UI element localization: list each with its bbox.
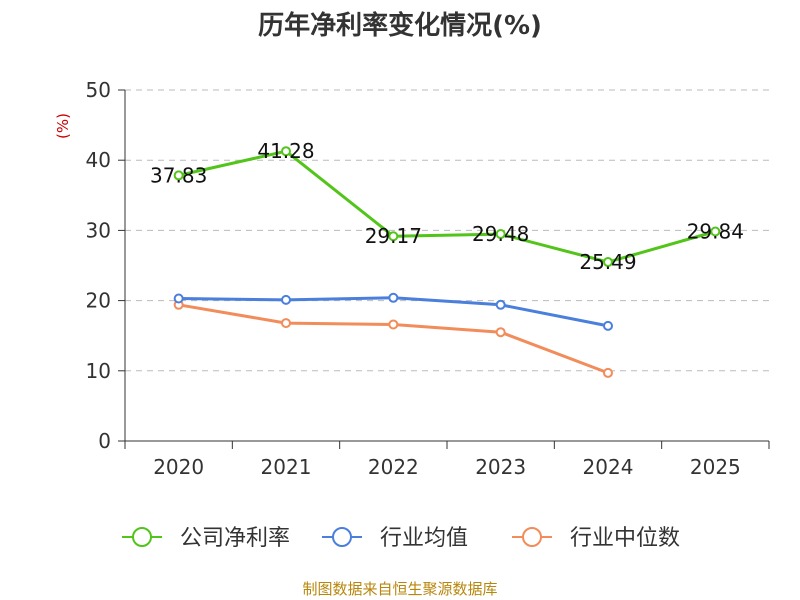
data-point[interactable]	[603, 257, 613, 268]
data-point[interactable]	[388, 292, 399, 303]
data-label: 37.83	[150, 163, 207, 187]
data-label: 25.49	[579, 250, 636, 274]
data-point[interactable]	[281, 318, 291, 329]
data-point[interactable]	[388, 319, 399, 330]
y-tick-label: 50	[86, 78, 111, 102]
legend-item[interactable]: 公司净利率	[122, 526, 290, 551]
data-point[interactable]	[281, 146, 291, 157]
data-label: 41.28	[257, 139, 314, 163]
data-label: 29.48	[472, 222, 529, 246]
data-point[interactable]	[173, 293, 184, 304]
legend-swatch-marker	[132, 527, 152, 547]
chart-title: 历年净利率变化情况(%)	[258, 10, 542, 41]
data-point[interactable]	[495, 229, 506, 240]
legend-label: 公司净利率	[180, 526, 290, 551]
data-point[interactable]	[710, 226, 721, 237]
x-tick-label: 2023	[475, 455, 526, 479]
series-group	[173, 299, 613, 378]
y-tick-label: 40	[86, 148, 111, 172]
x-tick-label: 2021	[261, 455, 312, 479]
series-layer	[173, 146, 721, 378]
legend-item[interactable]: 行业中位数	[512, 526, 680, 551]
source-note: 制图数据来自恒生聚源数据库	[302, 580, 497, 598]
y-tick-label: 10	[86, 359, 111, 383]
series-line	[178, 149, 716, 264]
legend-label: 行业中位数	[570, 526, 680, 551]
data-point[interactable]	[281, 294, 291, 305]
data-point[interactable]	[495, 299, 506, 310]
x-tick-label: 2025	[690, 455, 741, 479]
series-line	[178, 303, 609, 375]
y-tick-label: 0	[98, 429, 111, 453]
y-tick-label: 30	[86, 218, 111, 242]
data-point[interactable]	[603, 320, 613, 331]
legend-swatch-marker	[332, 527, 352, 547]
x-tick-label: 2022	[368, 455, 419, 479]
data-label: 29.17	[365, 224, 422, 248]
data-point[interactable]	[173, 170, 184, 181]
legend-item[interactable]: 行业均值	[322, 526, 468, 551]
legend-swatch-marker	[522, 527, 542, 547]
data-point[interactable]	[388, 231, 399, 242]
data-point[interactable]	[495, 327, 506, 338]
axes: 0 10 20 30 40 50 2020 2021 2022 2023 2024 2025	[86, 78, 770, 479]
data-label: 29.84	[687, 220, 744, 244]
series-group	[173, 146, 721, 268]
x-tick-label: 2020	[153, 455, 204, 479]
legend-label: 行业均值	[380, 526, 468, 551]
x-tick-label: 2024	[583, 455, 634, 479]
legend[interactable]: 公司净利率 行业均值 行业中位数	[122, 526, 680, 551]
series-group	[173, 292, 613, 331]
y-axis-label: (%)	[54, 113, 72, 139]
y-tick-label: 20	[86, 289, 111, 313]
data-labels: 37.83 41.28 29.17 29.48 25.49 29.84	[150, 139, 744, 274]
data-point[interactable]	[603, 367, 613, 378]
